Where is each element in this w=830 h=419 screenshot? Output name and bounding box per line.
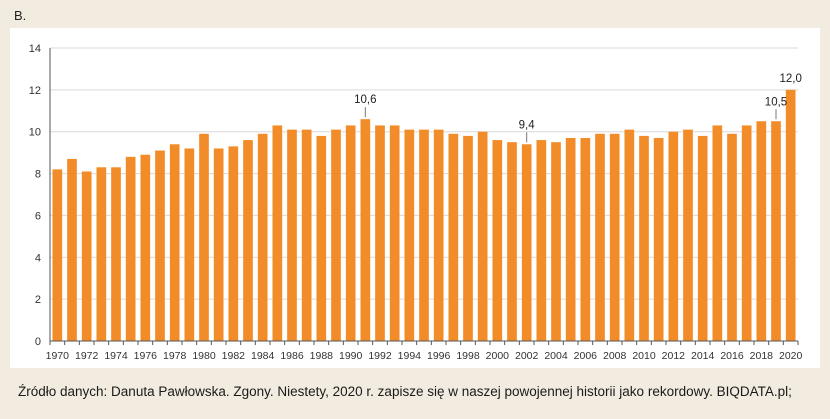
bar (492, 140, 503, 341)
x-tick-label: 2004 (544, 350, 568, 362)
x-tick-label: 1976 (134, 350, 158, 362)
bar (419, 129, 429, 341)
x-tick-label: 2002 (515, 350, 539, 362)
bar (272, 125, 283, 341)
bar (551, 142, 561, 341)
x-tick-label: 2012 (662, 350, 686, 362)
bar (67, 158, 77, 341)
bar (125, 156, 136, 341)
chart-svg: 0 2 4 6 8 10 12 14 1970 1972 1974 1976 1978 1980 1982 1… (29, 43, 803, 362)
x-tick-label: 2014 (691, 350, 715, 362)
x-tick-label: 1996 (427, 350, 451, 362)
bar (316, 135, 327, 341)
bar (389, 125, 400, 341)
y-tick-label: 2 (35, 294, 41, 306)
x-tick-label: 1970 (46, 350, 70, 362)
bar (96, 167, 107, 341)
bar (785, 89, 796, 341)
bar (565, 137, 576, 341)
bar (345, 125, 356, 341)
y-tick-label: 12 (29, 85, 41, 97)
bar (287, 129, 297, 341)
x-tick-label: 2008 (603, 350, 627, 362)
bar (639, 135, 649, 341)
bar (477, 131, 488, 341)
x-tick-label: 1990 (339, 350, 363, 362)
bar (609, 133, 620, 341)
x-tick-label: 1998 (456, 350, 480, 362)
bar (507, 142, 517, 341)
data-label: 12,0 (779, 73, 801, 85)
bar (199, 133, 209, 341)
x-tick-label: 2018 (750, 350, 774, 362)
y-tick-label: 10 (29, 127, 41, 139)
y-tick-label: 4 (35, 252, 41, 264)
data-label: 9,4 (519, 119, 536, 131)
bar (404, 129, 415, 341)
bar (653, 137, 664, 341)
bar (756, 121, 767, 341)
bar (536, 140, 547, 341)
bar (741, 125, 752, 341)
bar (155, 150, 165, 341)
y-tick-label: 8 (35, 169, 41, 181)
x-tick-label: 1984 (251, 350, 275, 362)
y-tick-label: 14 (29, 43, 41, 55)
bar-chart: 0 2 4 6 8 10 12 14 1970 1972 1974 1976 1978 1980 1982 1… (10, 28, 820, 368)
bar (580, 137, 591, 341)
x-tick-label: 1980 (192, 350, 216, 362)
x-tick-label: 1988 (310, 350, 334, 362)
x-tick-label: 2016 (720, 350, 744, 362)
bar (595, 133, 605, 341)
x-tick-label: 1974 (104, 350, 128, 362)
bar (140, 154, 151, 341)
x-tick-label: 1992 (368, 350, 392, 362)
x-tick-label: 2006 (574, 350, 598, 362)
y-tick-label: 0 (35, 336, 41, 348)
source-caption: Źródło danych: Danuta Pawłowska. Zgony. … (18, 384, 792, 399)
x-tick-label: 1986 (280, 350, 304, 362)
y-tick-label: 6 (35, 210, 41, 222)
x-tick-label: 2000 (486, 350, 510, 362)
bar (331, 129, 341, 341)
bar (433, 129, 444, 341)
bar (448, 133, 459, 341)
x-tick-label: 1978 (163, 350, 187, 362)
bar (213, 148, 224, 341)
bar (228, 146, 239, 341)
x-tick-label: 1982 (222, 350, 246, 362)
x-tick-label: 2020 (779, 350, 803, 362)
bar (301, 129, 312, 341)
bar (668, 131, 679, 341)
x-tick-label: 1972 (75, 350, 99, 362)
bar (169, 144, 180, 341)
bar (375, 125, 385, 341)
x-tick-label: 1994 (398, 350, 422, 362)
x-tick-label: 2010 (632, 350, 656, 362)
bar (184, 148, 195, 341)
bar (727, 133, 737, 341)
bar (771, 121, 781, 341)
bar (52, 169, 63, 341)
bar (624, 129, 635, 341)
bar (243, 140, 253, 341)
bar (521, 144, 532, 341)
bar (712, 125, 723, 341)
bar (360, 119, 371, 342)
bar (463, 135, 473, 341)
bar (81, 171, 92, 341)
panel-label: B. (14, 8, 27, 23)
bar (683, 129, 693, 341)
data-label: 10,6 (354, 94, 376, 106)
bar (111, 167, 121, 341)
bar (697, 135, 708, 341)
bar (257, 133, 268, 341)
data-label: 10,5 (765, 96, 787, 108)
